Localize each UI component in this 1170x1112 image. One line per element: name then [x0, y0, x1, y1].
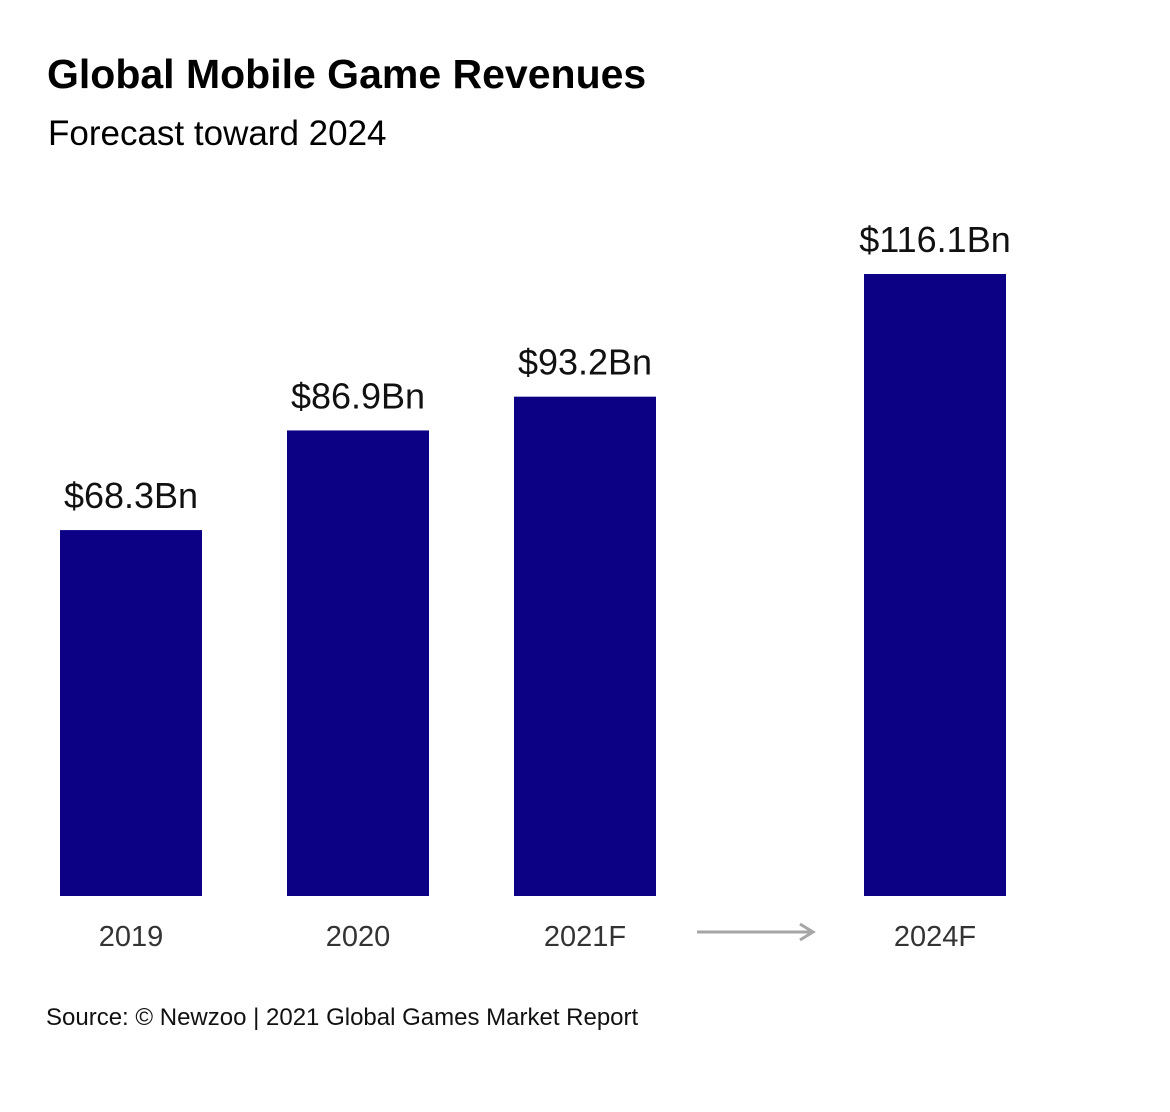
bar-2020 [287, 430, 429, 896]
tick-label-2021f: 2021F [544, 921, 626, 953]
source-note: Source: © Newzoo | 2021 Global Games Mar… [46, 1004, 639, 1031]
chart-title: Global Mobile Game Revenues [47, 51, 647, 97]
forecast-gap-arrow [697, 922, 816, 942]
value-label-2019: $68.3Bn [64, 475, 198, 516]
value-label-2024f: $116.1Bn [859, 219, 1010, 260]
bar-2024f [864, 274, 1006, 896]
value-labels: $68.3Bn $86.9Bn $93.2Bn $116.1Bn [64, 219, 1011, 516]
tick-label-2019: 2019 [99, 921, 164, 953]
bars [60, 274, 1006, 896]
bar-2019 [60, 530, 202, 896]
chart-subtitle: Forecast toward 2024 [48, 114, 387, 153]
arrow-head-icon [799, 922, 816, 942]
tick-label-2020: 2020 [326, 921, 391, 953]
bar-2021f [514, 396, 656, 896]
value-label-2020: $86.9Bn [291, 375, 425, 416]
tick-label-2024f: 2024F [894, 921, 976, 953]
x-axis-tick-labels: 2019 2020 2021F 2024F [99, 921, 976, 953]
value-label-2021f: $93.2Bn [518, 342, 652, 383]
